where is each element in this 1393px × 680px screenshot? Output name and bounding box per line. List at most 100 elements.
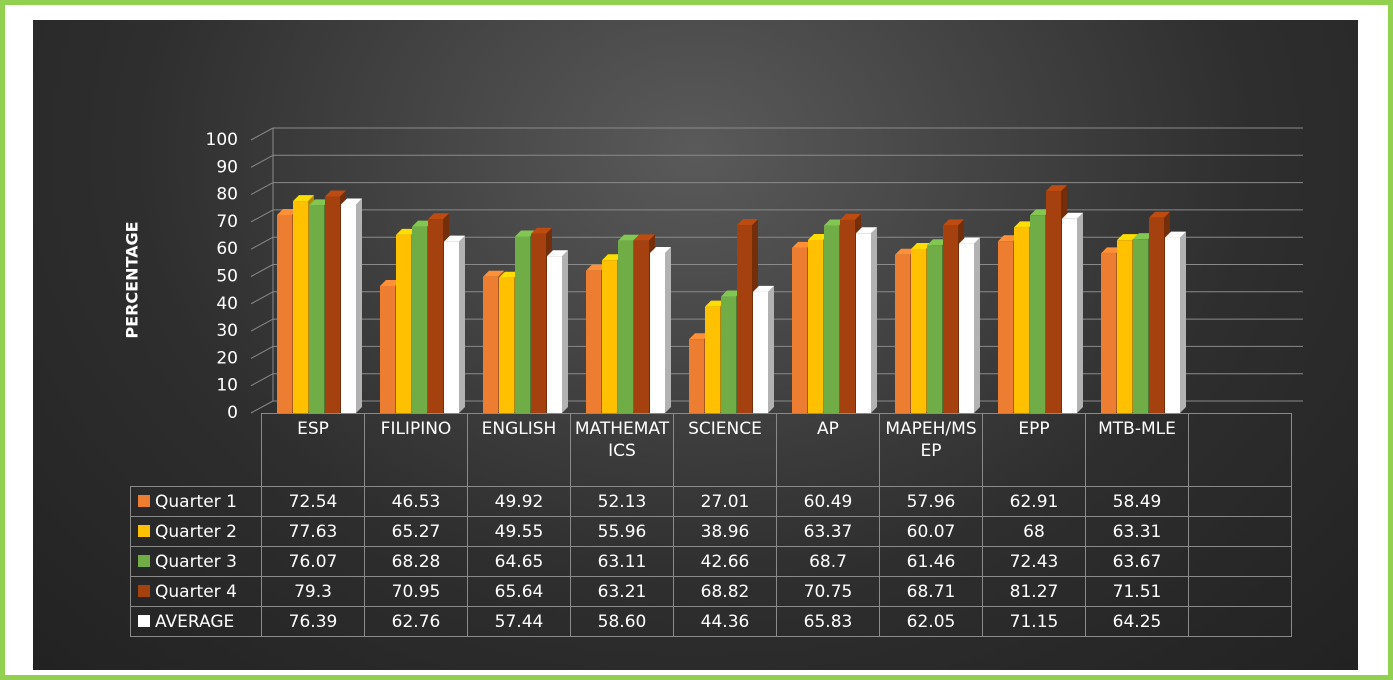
bar-top bbox=[634, 234, 655, 241]
bar-top bbox=[444, 235, 465, 242]
series-row: Quarter 2 77.63 65.27 49.55 55.96 38.96 63.37 6… bbox=[130, 516, 1292, 547]
legend-label: Quarter 2 bbox=[155, 521, 237, 542]
bar bbox=[515, 236, 530, 413]
bar-top bbox=[412, 220, 433, 227]
legend-label: AVERAGE bbox=[155, 611, 235, 632]
legend-swatch bbox=[138, 554, 150, 567]
value-cell: 64.25 bbox=[1085, 606, 1189, 637]
bar bbox=[998, 241, 1013, 413]
value-cell: 58.60 bbox=[570, 606, 674, 637]
y-tick-label: 100 bbox=[206, 130, 238, 150]
bar-top bbox=[1046, 185, 1067, 192]
y-tick-label: 50 bbox=[216, 267, 238, 287]
bar-top bbox=[380, 279, 401, 286]
y-tick-label: 10 bbox=[216, 376, 238, 396]
value-cell: 72.43 bbox=[982, 546, 1086, 577]
legend-label: Quarter 3 bbox=[155, 551, 237, 572]
empty-cell bbox=[1188, 606, 1292, 637]
bar bbox=[586, 270, 601, 413]
legend-cell: AVERAGE bbox=[130, 606, 262, 637]
bar-top bbox=[428, 213, 449, 220]
y-tick-label: 60 bbox=[216, 239, 238, 259]
bar-top bbox=[1133, 233, 1154, 240]
series-row: AVERAGE 76.39 62.76 57.44 58.60 44.36 65.83 62.… bbox=[130, 606, 1292, 637]
value-cell: 65.27 bbox=[364, 516, 468, 547]
bar-top bbox=[483, 270, 504, 277]
bar bbox=[428, 219, 443, 413]
category-label: ENGLISH bbox=[467, 413, 571, 487]
bar-top bbox=[895, 248, 916, 255]
bar bbox=[499, 277, 514, 413]
bar bbox=[737, 225, 752, 413]
bar bbox=[341, 204, 356, 413]
bar-top bbox=[325, 190, 346, 197]
tick-mark bbox=[250, 345, 274, 359]
bar bbox=[943, 225, 958, 413]
value-cell: 76.07 bbox=[261, 546, 365, 577]
corner-cell bbox=[131, 414, 262, 487]
legend-swatch bbox=[138, 614, 150, 627]
bar bbox=[1046, 191, 1061, 413]
tick-mark bbox=[250, 373, 274, 387]
category-label: FILIPINO bbox=[364, 413, 468, 487]
data-table: ESP FILIPINO ENGLISH MATHEMATICS SCIENCE AP MA… bbox=[130, 413, 1292, 637]
legend-swatch bbox=[138, 524, 150, 537]
bar-side bbox=[356, 198, 362, 413]
value-cell: 27.01 bbox=[673, 486, 777, 517]
category-label: MTB-MLE bbox=[1085, 413, 1189, 487]
value-cell: 79.3 bbox=[261, 576, 365, 607]
bar bbox=[1030, 215, 1045, 413]
value-cell: 81.27 bbox=[982, 576, 1086, 607]
value-cell: 68.82 bbox=[673, 576, 777, 607]
bar-top bbox=[927, 239, 948, 246]
bar-top bbox=[689, 333, 710, 340]
header-row: ESP FILIPINO ENGLISH MATHEMATICS SCIENCE AP MA… bbox=[131, 413, 1292, 487]
value-cell: 63.37 bbox=[776, 516, 880, 547]
y-tick-label: 0 bbox=[227, 403, 238, 423]
empty-cell bbox=[1188, 576, 1292, 607]
category-label: EPP bbox=[982, 413, 1086, 487]
category-label: SCIENCE bbox=[673, 413, 777, 487]
bar-top bbox=[840, 213, 861, 220]
y-tick-label: 40 bbox=[216, 294, 238, 314]
bar-top bbox=[277, 208, 298, 215]
bar-top bbox=[531, 227, 552, 234]
bar bbox=[1133, 239, 1148, 413]
legend-cell: Quarter 2 bbox=[130, 516, 262, 547]
bar-side bbox=[768, 285, 774, 413]
value-cell: 71.51 bbox=[1085, 576, 1189, 607]
bar-top bbox=[1014, 221, 1035, 228]
value-cell: 68 bbox=[982, 516, 1086, 547]
bar bbox=[840, 219, 855, 413]
tick-mark bbox=[250, 264, 274, 277]
legend-swatch bbox=[138, 584, 150, 597]
tick-mark bbox=[250, 236, 274, 250]
bar bbox=[959, 243, 974, 413]
value-cell: 57.44 bbox=[467, 606, 571, 637]
bar bbox=[531, 233, 546, 413]
bar-side bbox=[459, 235, 465, 413]
bar-side bbox=[974, 237, 980, 413]
legend-cell: Quarter 1 bbox=[130, 486, 262, 517]
value-cell: 70.95 bbox=[364, 576, 468, 607]
bar bbox=[753, 291, 768, 413]
bar bbox=[396, 234, 411, 413]
value-cell: 63.11 bbox=[570, 546, 674, 577]
legend-swatch bbox=[138, 494, 150, 507]
bar bbox=[1117, 240, 1132, 413]
bar-side bbox=[871, 227, 877, 413]
category-label: ESP bbox=[261, 413, 365, 487]
bar-side bbox=[1180, 231, 1186, 413]
bar bbox=[483, 276, 498, 413]
tick-mark bbox=[250, 127, 274, 141]
bar bbox=[293, 201, 308, 413]
bar-top bbox=[737, 219, 758, 226]
legend-cell: Quarter 4 bbox=[130, 576, 262, 607]
y-tick-label: 70 bbox=[216, 212, 238, 232]
bar bbox=[325, 196, 340, 413]
value-cell: 58.49 bbox=[1085, 486, 1189, 517]
value-cell: 42.66 bbox=[673, 546, 777, 577]
bar-top bbox=[586, 264, 607, 271]
chart-panel: PERCENTAGE 0 10 20 30 40 50 60 70 80 90 100 ESP FIL… bbox=[33, 20, 1358, 670]
bar bbox=[650, 253, 665, 413]
